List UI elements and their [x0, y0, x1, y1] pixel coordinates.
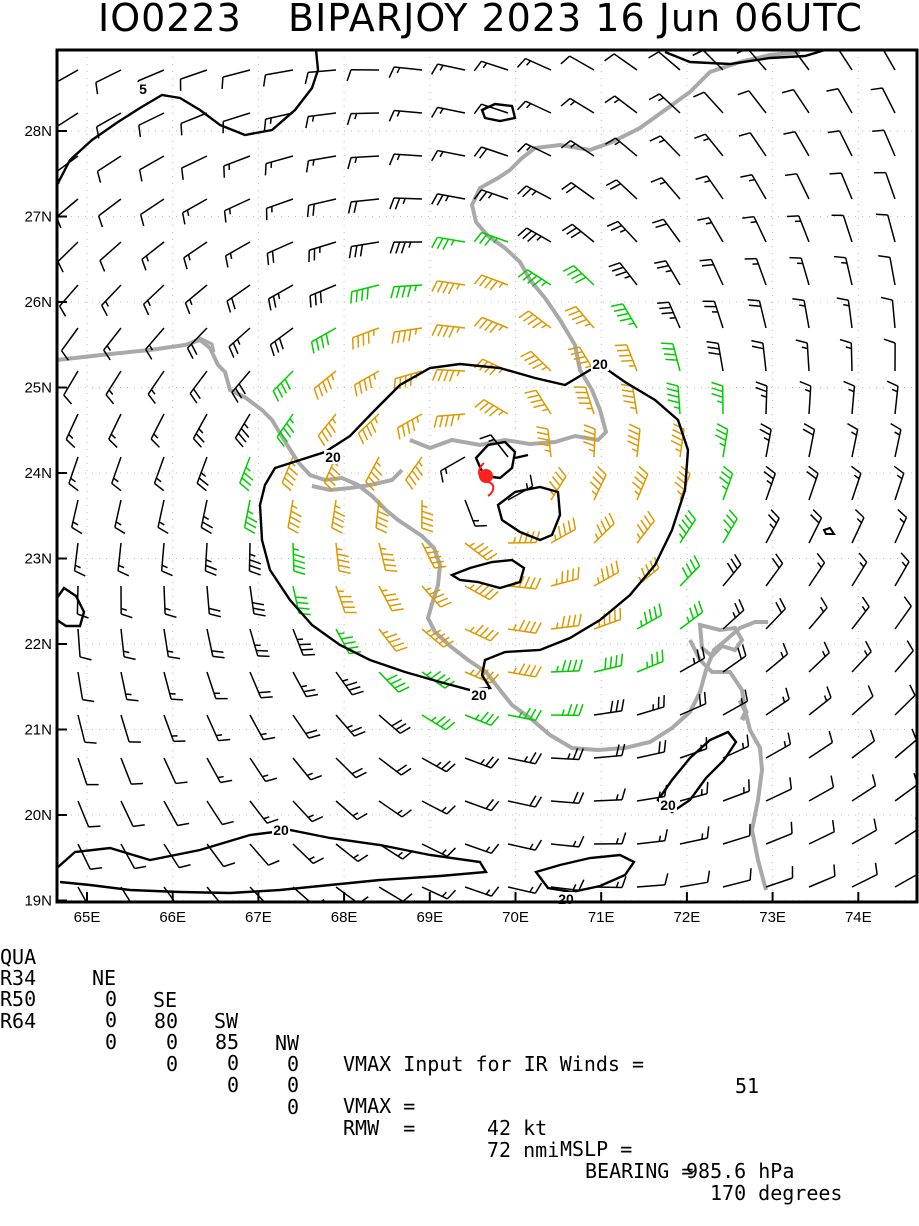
- vmax-label: VMAX =: [343, 1096, 415, 1118]
- r64-nw: 0: [287, 1097, 299, 1119]
- lat-label: 20N: [24, 807, 52, 824]
- r50-se: 0: [166, 1032, 178, 1054]
- rmw-value: 72 nmi: [487, 1140, 559, 1162]
- lat-label: 25N: [24, 380, 52, 397]
- lat-label: 19N: [24, 893, 52, 910]
- quadrant-se: SE: [153, 990, 177, 1012]
- r64-ne: 0: [105, 1032, 117, 1054]
- lat-label: 28N: [24, 123, 52, 140]
- mslp-value: 985.6 hPa: [686, 1161, 794, 1183]
- wind-map: 5 20 20 20 20 20 20 28N 27N 26N 25N 24N 23N 22N 21N 20…: [0, 0, 919, 925]
- lon-label: 73E: [759, 909, 786, 925]
- r50-sw: 0: [227, 1053, 239, 1075]
- r50-nw: 0: [287, 1075, 299, 1097]
- contour-label: 5: [139, 81, 147, 97]
- r34-sw: 85: [215, 1032, 239, 1054]
- lat-label: 21N: [24, 722, 52, 739]
- r34-nw: 0: [287, 1054, 299, 1076]
- lat-label: 24N: [24, 465, 52, 482]
- lon-label: 74E: [845, 909, 872, 925]
- vmax-input-value: 51: [735, 1076, 759, 1098]
- lon-label: 71E: [588, 909, 615, 925]
- lon-label: 66E: [159, 909, 186, 925]
- quadrant-sw: SW: [214, 1011, 238, 1033]
- vmax-input-label: VMAX Input for IR Winds =: [343, 1054, 644, 1076]
- lat-label: 27N: [24, 209, 52, 226]
- lon-label: 72E: [674, 909, 701, 925]
- quadrant-nw: NW: [275, 1033, 299, 1055]
- contour-label: 20: [660, 797, 676, 813]
- info-row-r64: R64 0 0 0 0 RMW = 72 nmi BEARING = 170 d…: [0, 989, 48, 1226]
- contour-label: 20: [471, 687, 487, 703]
- lon-label: 69E: [416, 909, 443, 925]
- r50-ne: 0: [105, 1010, 117, 1032]
- lon-label: 65E: [74, 909, 101, 925]
- lon-label: 68E: [331, 909, 358, 925]
- bearing-label: BEARING =: [585, 1161, 693, 1183]
- vmax-value: 42 kt: [487, 1118, 547, 1140]
- lat-label: 22N: [24, 636, 52, 653]
- bearing-value: 170 degrees: [710, 1183, 842, 1205]
- lon-label: 67E: [245, 909, 272, 925]
- contour-label: 20: [592, 356, 608, 372]
- contour-label: 20: [558, 891, 574, 907]
- lat-label: 26N: [24, 294, 52, 311]
- mslp-label: MSLP =: [560, 1139, 632, 1161]
- r64-sw: 0: [227, 1075, 239, 1097]
- r64-se: 0: [166, 1054, 178, 1076]
- lat-label: 23N: [24, 551, 52, 568]
- lon-label: 70E: [502, 909, 529, 925]
- rmw-label: RMW =: [343, 1118, 415, 1140]
- contour-label: 20: [273, 822, 289, 838]
- info-panel: QUA NE SE SW NW VMAX Input for IR Winds …: [0, 925, 919, 1014]
- contour-label: 20: [325, 449, 341, 465]
